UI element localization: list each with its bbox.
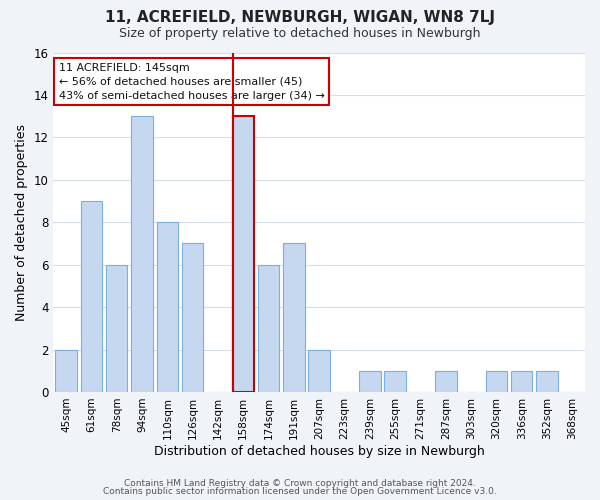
Y-axis label: Number of detached properties: Number of detached properties — [15, 124, 28, 320]
Text: 11, ACREFIELD, NEWBURGH, WIGAN, WN8 7LJ: 11, ACREFIELD, NEWBURGH, WIGAN, WN8 7LJ — [105, 10, 495, 25]
Bar — [435, 370, 457, 392]
Text: Size of property relative to detached houses in Newburgh: Size of property relative to detached ho… — [119, 28, 481, 40]
Text: Contains HM Land Registry data © Crown copyright and database right 2024.: Contains HM Land Registry data © Crown c… — [124, 478, 476, 488]
Bar — [308, 350, 330, 392]
Bar — [55, 350, 77, 392]
Bar — [157, 222, 178, 392]
Bar — [131, 116, 153, 392]
X-axis label: Distribution of detached houses by size in Newburgh: Distribution of detached houses by size … — [154, 444, 485, 458]
Bar — [80, 201, 102, 392]
Bar — [182, 244, 203, 392]
Bar — [106, 264, 127, 392]
Bar — [283, 244, 305, 392]
Text: Contains public sector information licensed under the Open Government Licence v3: Contains public sector information licen… — [103, 487, 497, 496]
Bar — [485, 370, 507, 392]
Bar — [359, 370, 380, 392]
Bar — [511, 370, 532, 392]
Bar — [233, 116, 254, 392]
Bar — [536, 370, 558, 392]
Text: 11 ACREFIELD: 145sqm
← 56% of detached houses are smaller (45)
43% of semi-detac: 11 ACREFIELD: 145sqm ← 56% of detached h… — [59, 62, 325, 100]
Bar — [258, 264, 280, 392]
Bar — [385, 370, 406, 392]
